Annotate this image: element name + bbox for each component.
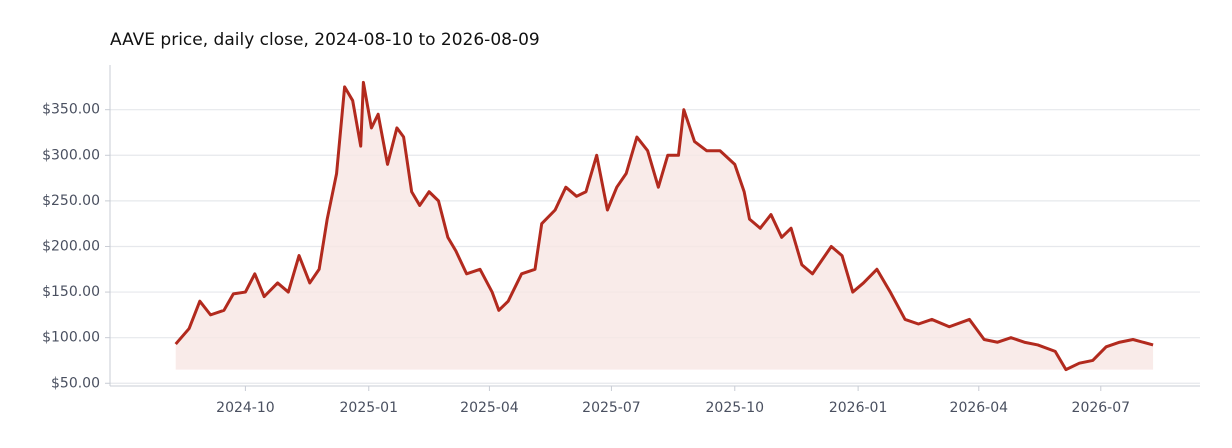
x-tick-label: 2025-10 <box>706 400 765 416</box>
x-tick-label: 2025-01 <box>340 400 399 416</box>
y-tick-label: $300.00 <box>42 147 100 163</box>
x-tick-label: 2025-04 <box>460 400 519 416</box>
x-tick-label: 2026-01 <box>829 400 888 416</box>
x-tick-label: 2025-07 <box>582 400 641 416</box>
y-tick-label: $50.00 <box>51 375 100 391</box>
y-tick-label: $150.00 <box>42 284 100 300</box>
x-tick-label: 2024-10 <box>216 400 275 416</box>
y-tick-label: $350.00 <box>42 102 100 118</box>
x-tick-label: 2026-07 <box>1072 400 1131 416</box>
y-tick-label: $100.00 <box>42 330 100 346</box>
area <box>175 82 1154 370</box>
chart-title: AAVE price, daily close, 2024-08-10 to 2… <box>110 30 540 50</box>
x-tick-label: 2026-04 <box>950 400 1009 416</box>
y-tick-label: $200.00 <box>42 238 100 254</box>
line <box>174 80 1154 372</box>
y-tick-label: $250.00 <box>42 193 100 209</box>
